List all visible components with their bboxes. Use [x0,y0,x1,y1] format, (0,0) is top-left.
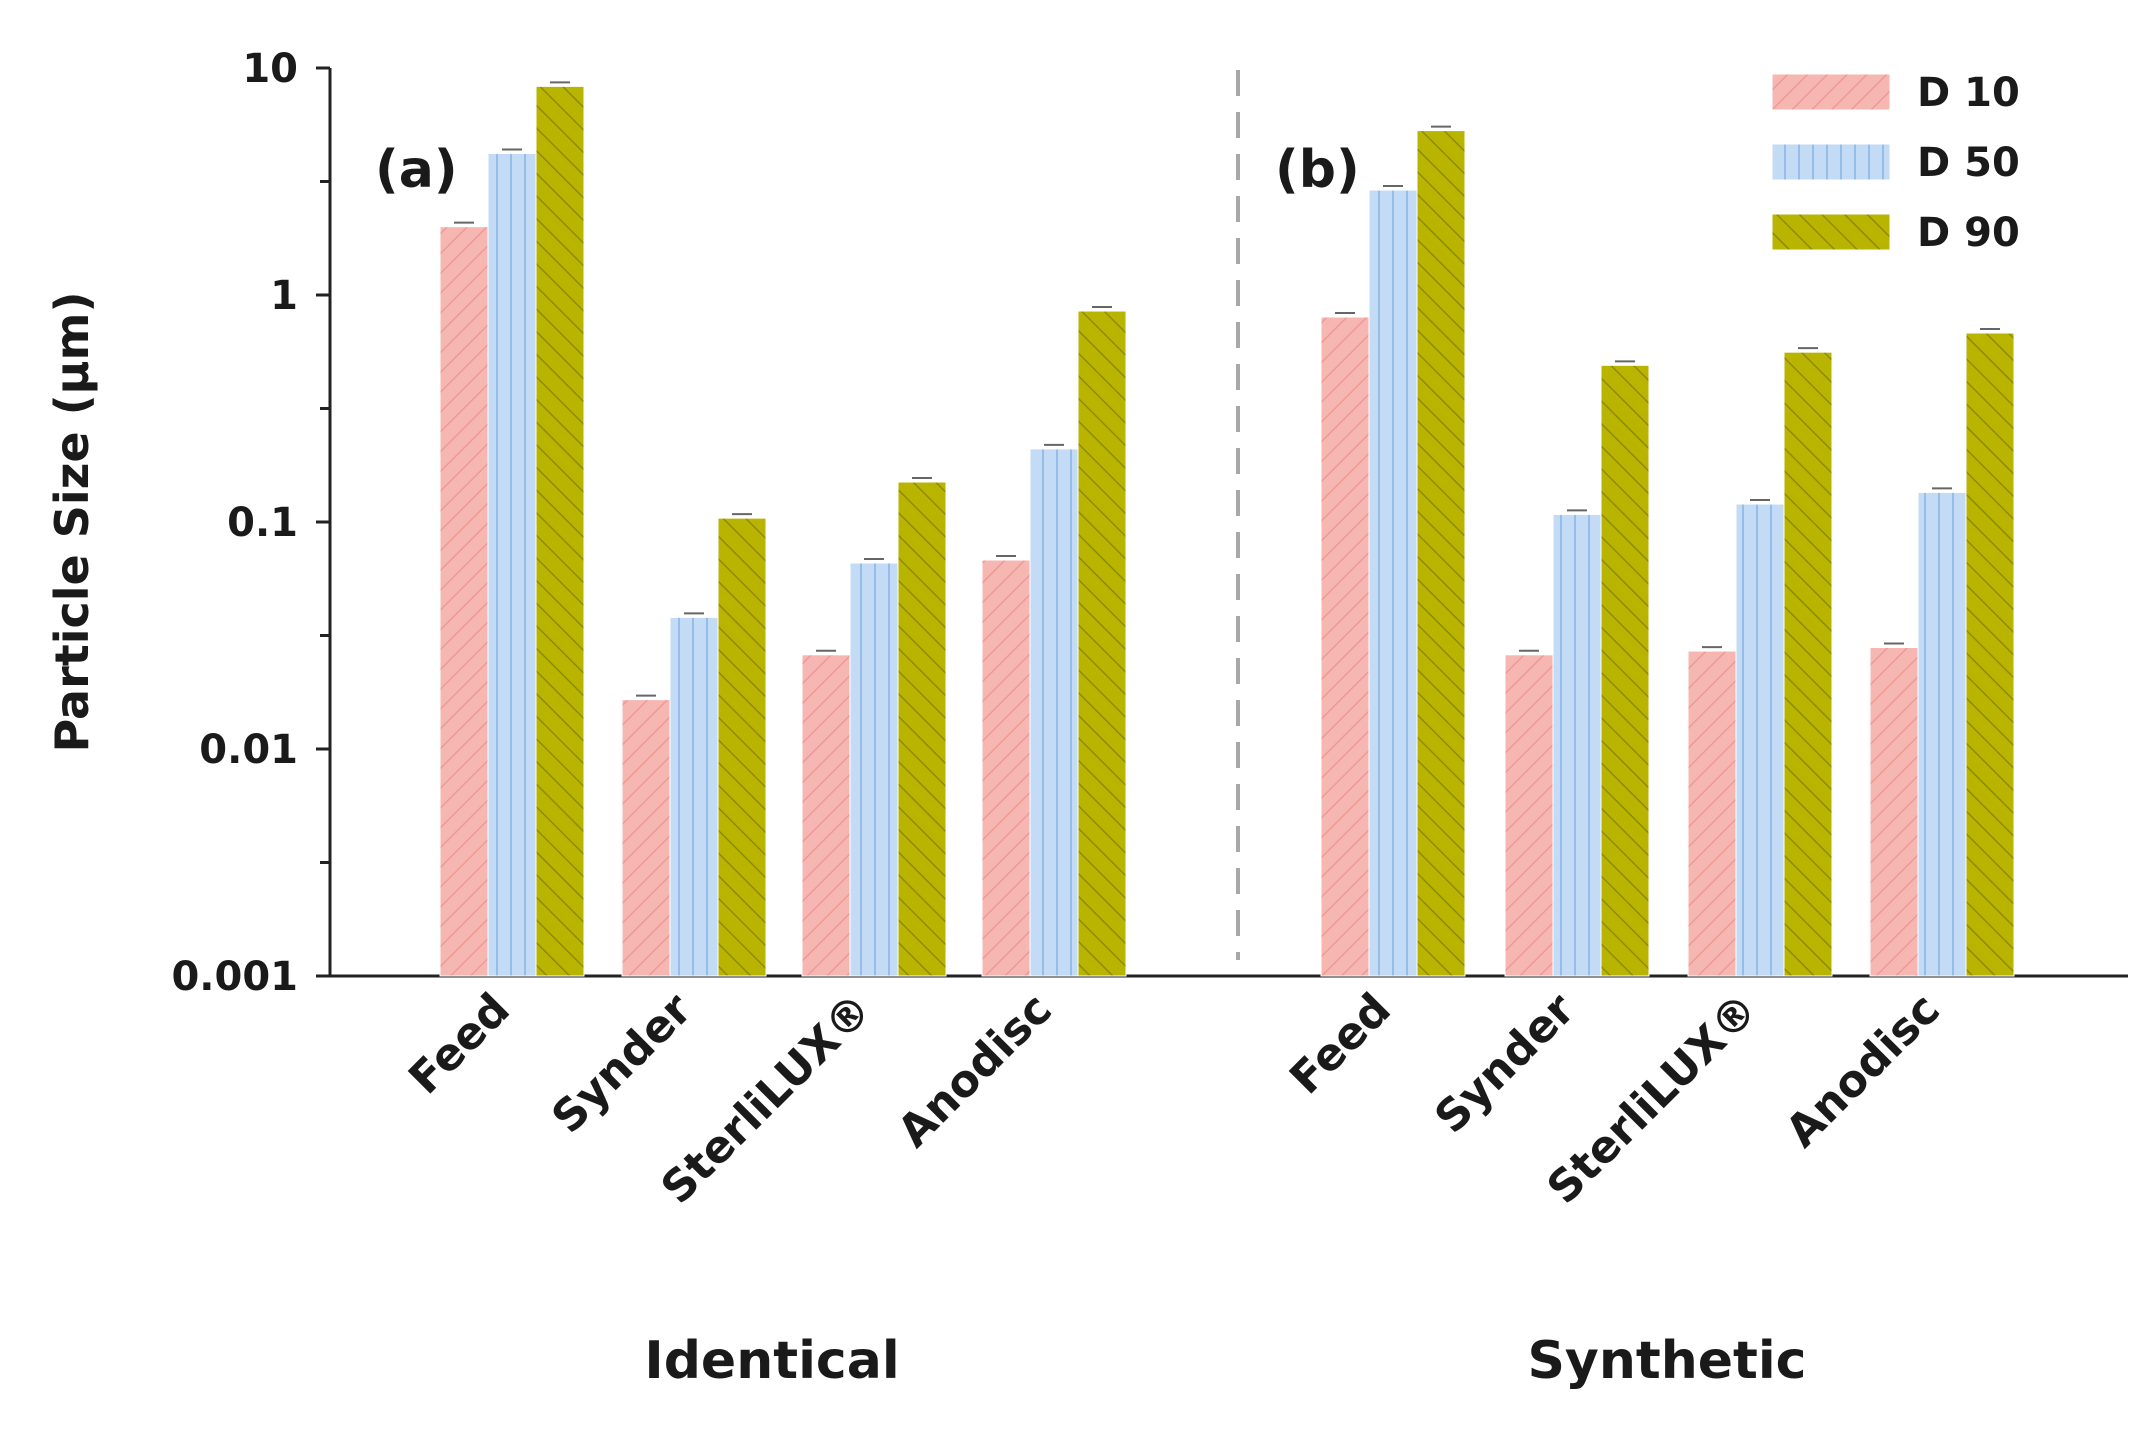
bar-d90 [897,481,947,977]
bar-d90 [717,517,767,977]
y-tick-label: 0.001 [171,954,298,1000]
bar-d10 [1687,650,1737,977]
y-tick-label: 1 [270,273,298,319]
bar-d10 [621,699,671,977]
panel-label: (a) [375,140,458,200]
bar-d50 [1029,448,1079,977]
y-tick-label: 0.1 [227,500,298,546]
category-label: Anodisc [1776,984,1950,1158]
bar-d10 [981,559,1031,977]
bar-d50 [1735,503,1785,977]
legend-label: D 50 [1917,140,2020,186]
legend-swatch [1771,213,1891,251]
bar-d10 [439,226,489,977]
legend-swatch [1771,143,1891,181]
legend-swatch [1771,73,1891,111]
legend-label: D 10 [1917,70,2020,116]
bar-d50 [1917,491,1967,977]
bar-d50 [849,562,899,977]
bar-d10 [1320,316,1370,977]
category-label: Synder [542,984,702,1144]
category-label: Synder [1425,984,1585,1144]
bar-d90 [535,85,585,977]
bar-d50 [487,153,537,977]
y-axis-label: Particle Size (μm) [45,292,99,753]
category-label: Anodisc [888,984,1062,1158]
group-label: Identical [644,1331,899,1391]
category-label: Feed [399,984,520,1105]
bar-d50 [669,616,719,977]
y-tick-label: 0.01 [199,727,298,773]
bar-d90 [1783,351,1833,977]
y-tick-label: 10 [242,46,298,92]
bar-d90 [1077,310,1127,977]
bar-d10 [801,654,851,977]
panel-label: (b) [1275,140,1360,200]
bar-d50 [1552,513,1602,977]
bar-d90 [1416,130,1466,977]
category-label: Feed [1280,984,1401,1105]
bar-d10 [1869,646,1919,977]
group-label: Synthetic [1527,1331,1806,1391]
bar-d90 [1600,364,1650,977]
legend-label: D 90 [1917,210,2020,256]
bar-d50 [1368,189,1418,977]
bar-d90 [1965,332,2015,977]
bar-d10 [1504,654,1554,977]
